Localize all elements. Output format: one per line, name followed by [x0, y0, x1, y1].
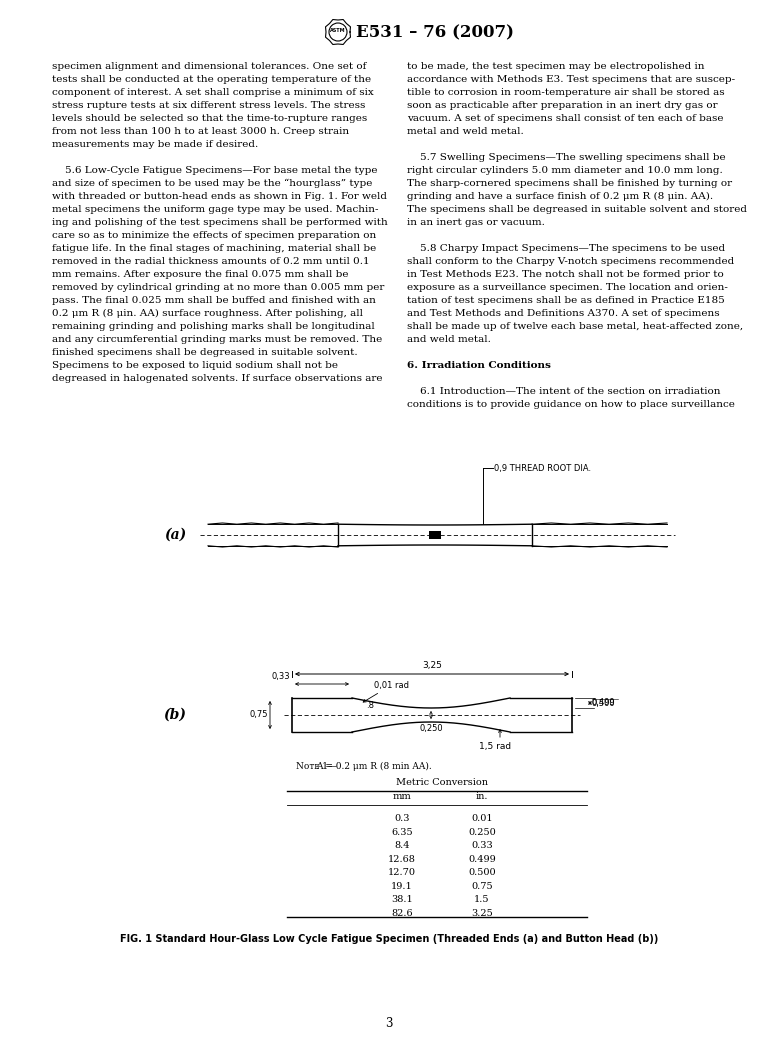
Text: right circular cylinders 5.0 mm diameter and 10.0 mm long.: right circular cylinders 5.0 mm diameter…	[407, 166, 723, 175]
Text: tation of test specimens shall be as defined in Practice E185: tation of test specimens shall be as def…	[407, 296, 725, 305]
Text: from not less than 100 h to at least 3000 h. Creep strain: from not less than 100 h to at least 300…	[52, 127, 349, 136]
Text: vacuum. A set of specimens shall consist of ten each of base: vacuum. A set of specimens shall consist…	[407, 115, 724, 123]
Text: 5.8 Charpy Impact Specimens—The specimens to be used: 5.8 Charpy Impact Specimens—The specimen…	[407, 244, 725, 253]
Text: 3: 3	[385, 1017, 393, 1030]
Text: degreased in halogenated solvents. If surface observations are: degreased in halogenated solvents. If su…	[52, 374, 383, 383]
Text: A = 0.2 μm R⁡ (8 min AA).: A = 0.2 μm R⁡ (8 min AA).	[316, 762, 432, 771]
Text: to be made, the test specimen may be electropolished in: to be made, the test specimen may be ele…	[407, 62, 705, 71]
Text: in Test Methods E23. The notch shall not be formed prior to: in Test Methods E23. The notch shall not…	[407, 270, 724, 279]
Text: 0.500: 0.500	[468, 868, 496, 878]
Bar	[432, 531, 438, 539]
Text: tests shall be conducted at the operating temperature of the: tests shall be conducted at the operatin…	[52, 75, 371, 84]
Text: specimen alignment and dimensional tolerances. One set of: specimen alignment and dimensional toler…	[52, 62, 366, 71]
Text: care so as to minimize the effects of specimen preparation on: care so as to minimize the effects of sp…	[52, 231, 377, 240]
Text: and size of specimen to be used may be the “hourglass” type: and size of specimen to be used may be t…	[52, 179, 373, 188]
Text: 0.3: 0.3	[394, 814, 410, 823]
Text: 12.70: 12.70	[388, 868, 416, 878]
Text: in.: in.	[476, 792, 489, 801]
Text: remaining grinding and polishing marks shall be longitudinal: remaining grinding and polishing marks s…	[52, 322, 375, 331]
Bar	[435, 531, 441, 539]
Text: tible to corrosion in room-temperature air shall be stored as: tible to corrosion in room-temperature a…	[407, 88, 724, 97]
Text: .8: .8	[366, 701, 374, 710]
Text: 0.75: 0.75	[471, 882, 492, 891]
Text: 0.33: 0.33	[471, 841, 493, 850]
Text: exposure as a surveillance specimen. The location and orien-: exposure as a surveillance specimen. The…	[407, 283, 728, 291]
Text: 1.5: 1.5	[475, 895, 489, 905]
Text: pass. The final 0.025 mm shall be buffed and finished with an: pass. The final 0.025 mm shall be buffed…	[52, 296, 376, 305]
Text: removed in the radial thickness amounts of 0.2 mm until 0.1: removed in the radial thickness amounts …	[52, 257, 370, 266]
Text: 38.1: 38.1	[391, 895, 413, 905]
Text: ing and polishing of the test specimens shall be performed with: ing and polishing of the test specimens …	[52, 218, 387, 227]
Text: component of interest. A set shall comprise a minimum of six: component of interest. A set shall compr…	[52, 88, 373, 97]
Text: stress rupture tests at six different stress levels. The stress: stress rupture tests at six different st…	[52, 101, 366, 110]
Text: 0.499: 0.499	[468, 855, 496, 864]
Text: metal specimens the uniform gage type may be used. Machin-: metal specimens the uniform gage type ma…	[52, 205, 379, 214]
Text: grinding and have a surface finish of 0.2 μm R⁡ (8 μin. AA).: grinding and have a surface finish of 0.…	[407, 192, 713, 201]
Text: 1,5 rad: 1,5 rad	[479, 742, 511, 751]
Text: 0.2 μm R⁡ (8 μin. AA) surface roughness. After polishing, all: 0.2 μm R⁡ (8 μin. AA) surface roughness.…	[52, 309, 363, 319]
Text: 0,499: 0,499	[592, 699, 615, 707]
Text: measurements may be made if desired.: measurements may be made if desired.	[52, 139, 258, 149]
Text: FIG. 1 Standard Hour-Glass Low Cycle Fatigue Specimen (Threaded Ends (a) and But: FIG. 1 Standard Hour-Glass Low Cycle Fat…	[120, 935, 658, 944]
Text: mm: mm	[393, 792, 412, 801]
Text: removed by cylindrical grinding at no more than 0.005 mm per: removed by cylindrical grinding at no mo…	[52, 283, 384, 291]
Text: soon as practicable after preparation in an inert dry gas or: soon as practicable after preparation in…	[407, 101, 717, 110]
Text: 0,9 THREAD ROOT DIA.: 0,9 THREAD ROOT DIA.	[494, 463, 591, 473]
Text: finished specimens shall be degreased in suitable solvent.: finished specimens shall be degreased in…	[52, 348, 358, 357]
Text: 0,250: 0,250	[419, 723, 443, 733]
Text: 19.1: 19.1	[391, 882, 413, 891]
Text: 12.68: 12.68	[388, 855, 416, 864]
Text: mm remains. After exposure the final 0.075 mm shall be: mm remains. After exposure the final 0.0…	[52, 270, 349, 279]
Text: 0.01: 0.01	[471, 814, 492, 823]
Text: in an inert gas or vacuum.: in an inert gas or vacuum.	[407, 218, 545, 227]
Text: 6.1 Introduction—The intent of the section on irradiation: 6.1 Introduction—The intent of the secti…	[407, 387, 720, 396]
Text: shall conform to the Charpy V-notch specimens recommended: shall conform to the Charpy V-notch spec…	[407, 257, 734, 266]
Text: The specimens shall be degreased in suitable solvent and stored: The specimens shall be degreased in suit…	[407, 205, 747, 214]
Text: 8.4: 8.4	[394, 841, 410, 850]
Text: 0.250: 0.250	[468, 828, 496, 837]
Text: and any circumferential grinding marks must be removed. The: and any circumferential grinding marks m…	[52, 335, 382, 344]
Text: The sharp-cornered specimens shall be finished by turning or: The sharp-cornered specimens shall be fi…	[407, 179, 732, 188]
Text: Metric Conversion: Metric Conversion	[396, 778, 488, 787]
Text: fatigue life. In the final stages of machining, material shall be: fatigue life. In the final stages of mac…	[52, 244, 377, 253]
Text: conditions is to provide guidance on how to place surveillance: conditions is to provide guidance on how…	[407, 400, 735, 409]
Text: 82.6: 82.6	[391, 909, 413, 918]
Text: Specimens to be exposed to liquid sodium shall not be: Specimens to be exposed to liquid sodium…	[52, 361, 338, 370]
Text: levels should be selected so that the time-to-rupture ranges: levels should be selected so that the ti…	[52, 115, 367, 123]
Text: 5.6 Low-Cycle Fatigue Specimens—For base metal the type: 5.6 Low-Cycle Fatigue Specimens—For base…	[52, 166, 377, 175]
Text: shall be made up of twelve each base metal, heat-affected zone,: shall be made up of twelve each base met…	[407, 322, 743, 331]
Bar	[429, 531, 435, 539]
Text: with threaded or button-head ends as shown in Fig. 1. For weld: with threaded or button-head ends as sho…	[52, 192, 387, 201]
Text: ASTM: ASTM	[330, 27, 345, 32]
Text: 3,25: 3,25	[422, 661, 442, 670]
Text: 3.25: 3.25	[471, 909, 493, 918]
Text: metal and weld metal.: metal and weld metal.	[407, 127, 524, 136]
Text: (b): (b)	[163, 708, 187, 722]
Text: 6.35: 6.35	[391, 828, 413, 837]
Text: E531 – 76 (2007): E531 – 76 (2007)	[356, 25, 514, 42]
Text: 0,01 rad: 0,01 rad	[374, 681, 409, 690]
Text: 0,33: 0,33	[272, 672, 290, 681]
Text: Nᴏᴛᴇ 1—: Nᴏᴛᴇ 1—	[296, 762, 337, 771]
Text: and Test Methods and Definitions A370. A set of specimens: and Test Methods and Definitions A370. A…	[407, 309, 720, 318]
Text: 5.7 Swelling Specimens—The swelling specimens shall be: 5.7 Swelling Specimens—The swelling spec…	[407, 153, 726, 162]
Text: 0,500: 0,500	[592, 699, 615, 708]
Text: accordance with Methods E3. Test specimens that are suscep-: accordance with Methods E3. Test specime…	[407, 75, 735, 84]
Text: 0,75: 0,75	[250, 711, 268, 719]
Text: (a): (a)	[164, 528, 186, 542]
Text: and weld metal.: and weld metal.	[407, 335, 491, 344]
Text: 6. Irradiation Conditions: 6. Irradiation Conditions	[407, 361, 551, 370]
